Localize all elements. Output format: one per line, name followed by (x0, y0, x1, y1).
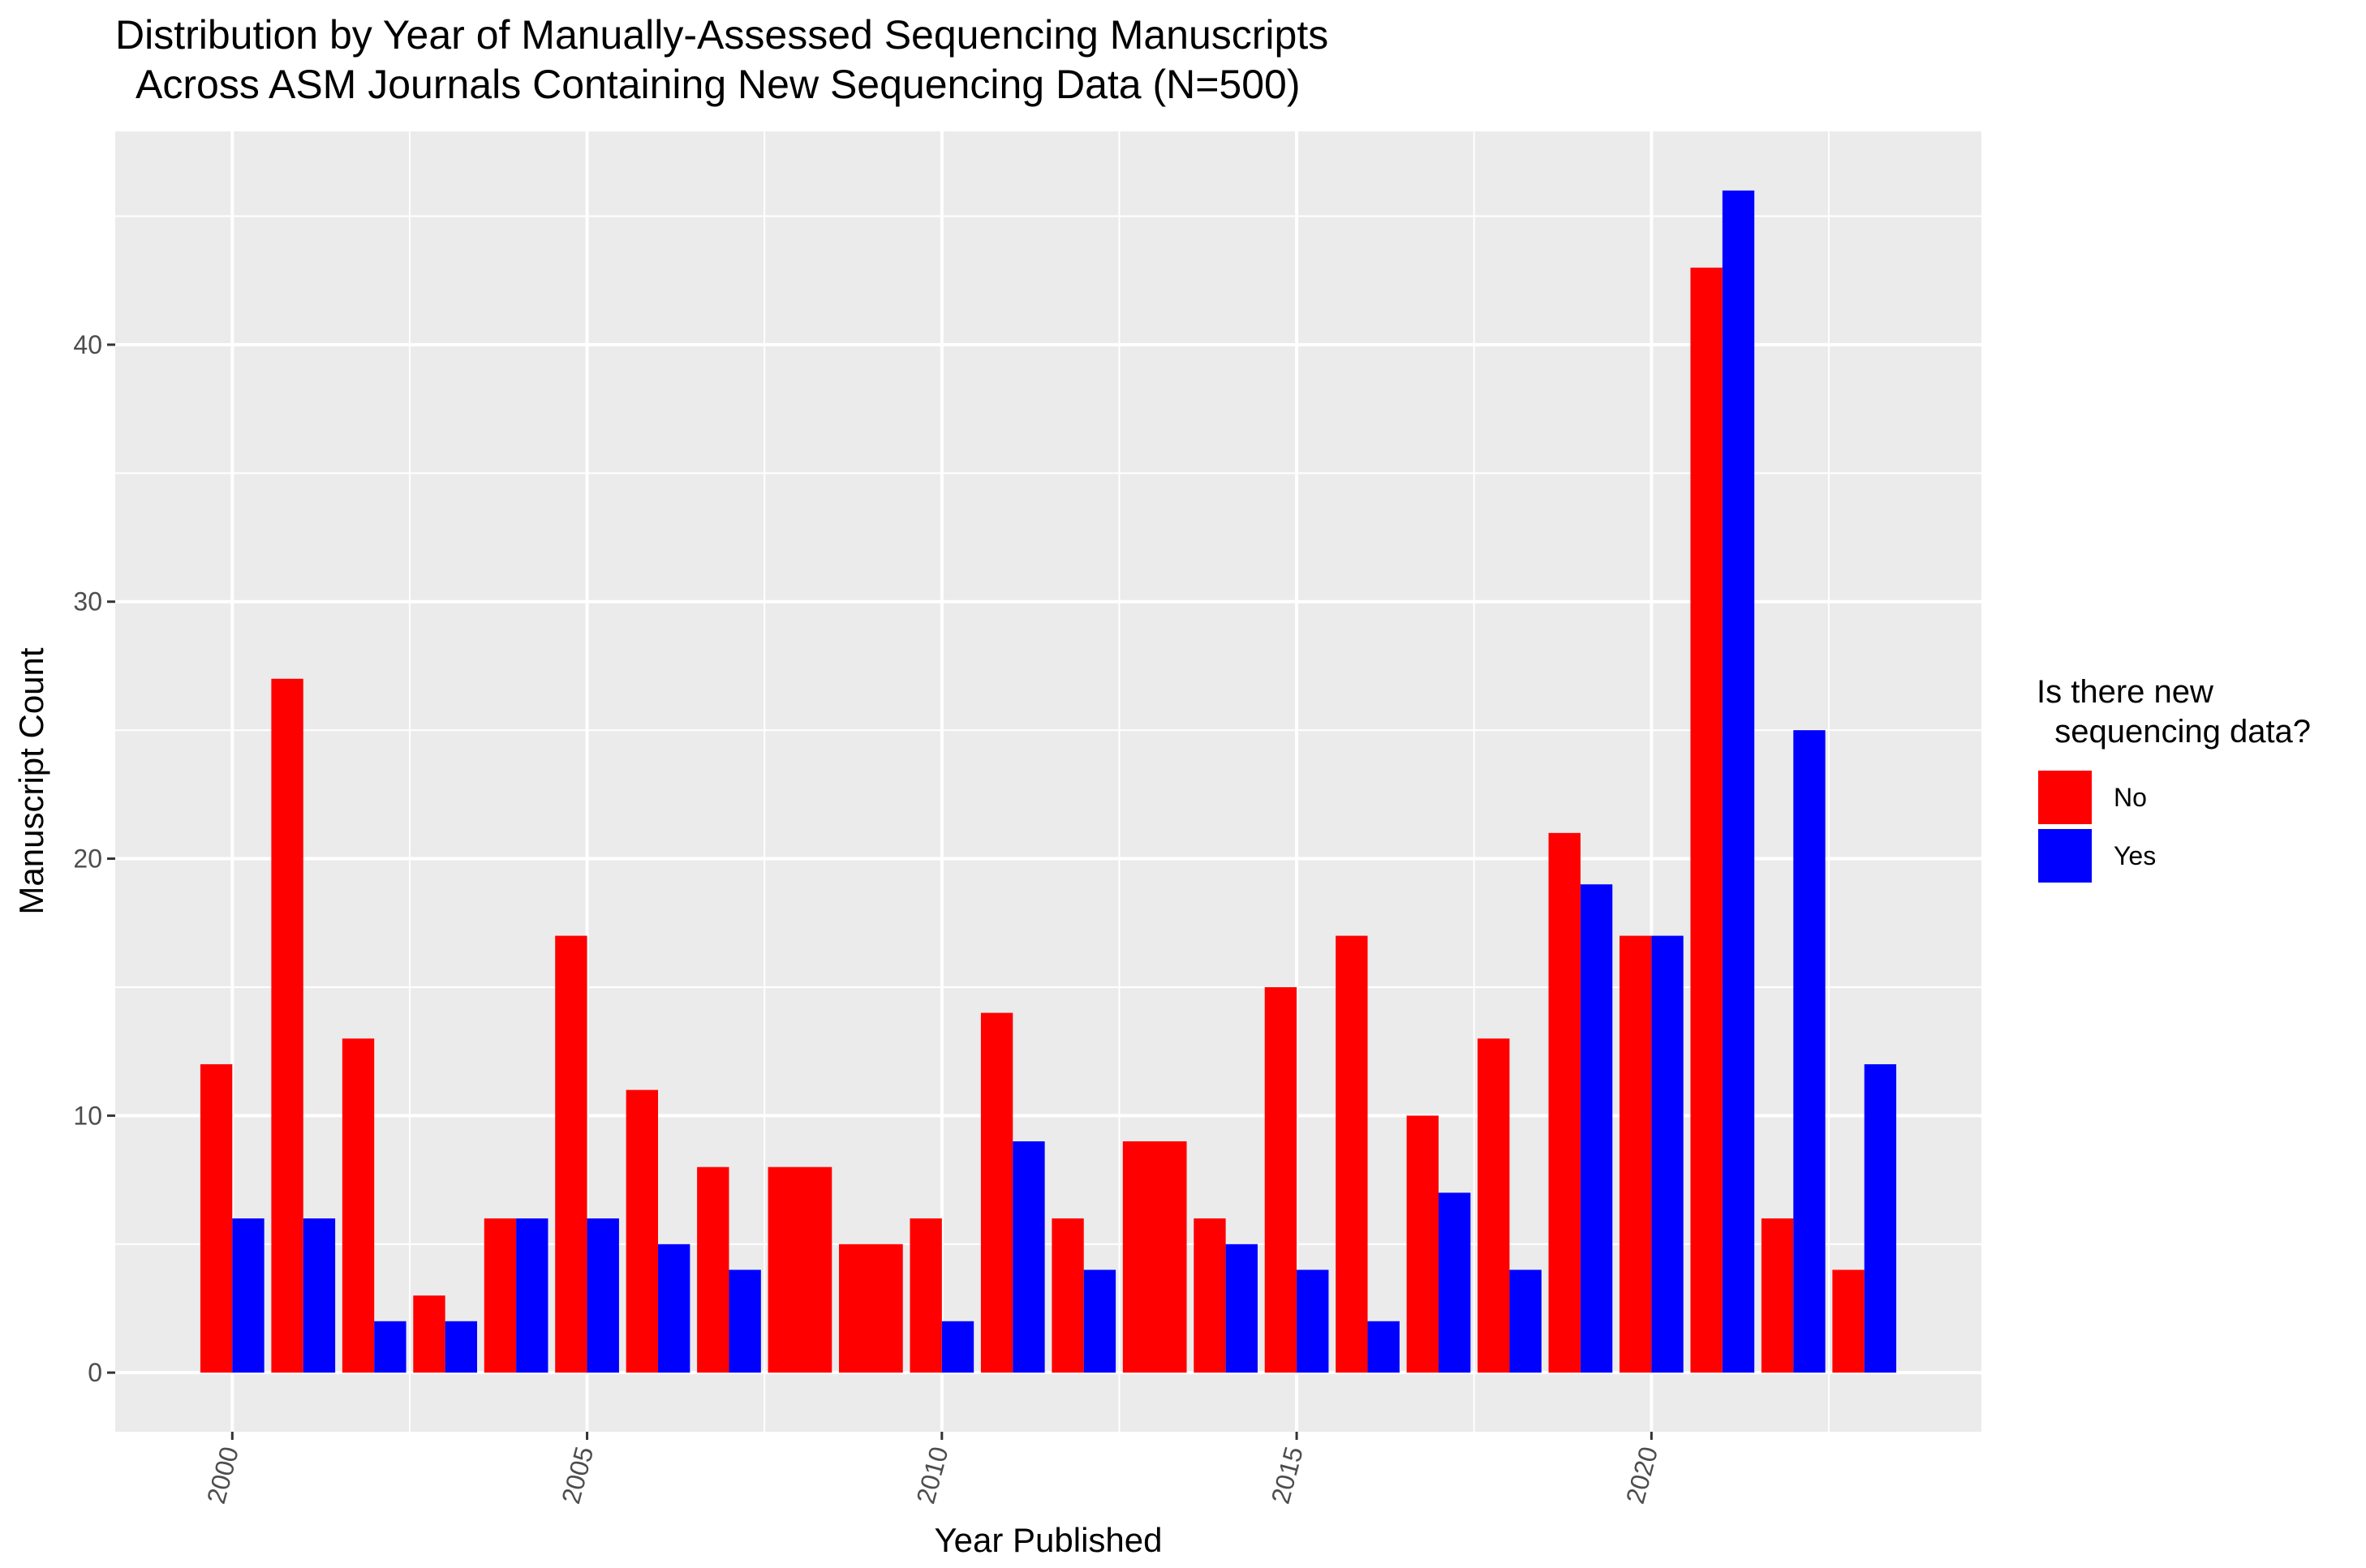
bar-yes (1580, 884, 1613, 1373)
bar-yes (1438, 1192, 1471, 1373)
bar-yes (587, 1218, 619, 1373)
bar-yes (1367, 1321, 1400, 1373)
bar-no (626, 1089, 659, 1373)
bar-no (342, 1038, 375, 1373)
bar-yes (374, 1321, 407, 1373)
bar-no (1406, 1115, 1439, 1373)
bar-no (1336, 935, 1368, 1373)
bar-no (1832, 1269, 1865, 1373)
x-axis-title: Year Published (935, 1521, 1163, 1559)
bar-yes (445, 1321, 478, 1373)
bar-yes (1083, 1269, 1116, 1373)
x-tick-label: 2000 (201, 1443, 244, 1506)
x-tick-label: 2010 (910, 1443, 953, 1506)
minor-gridlines (115, 131, 1981, 1432)
bar-no (484, 1218, 517, 1373)
y-tick-label: 30 (73, 587, 102, 616)
bar-yes (1864, 1063, 1897, 1373)
bar-no (980, 1012, 1013, 1373)
bar-no (1194, 1218, 1226, 1373)
bar-no (1761, 1218, 1794, 1373)
bar-no (1690, 267, 1723, 1373)
chart-subtitle: Across ASM Journals Containing New Seque… (115, 62, 1301, 107)
legend: Is there new sequencing data? No Yes (2037, 674, 2311, 883)
bar-no (555, 935, 587, 1373)
x-tick-label: 2015 (1266, 1443, 1309, 1506)
y-axis-title: Manuscript Count (12, 647, 50, 914)
y-tick-label: 40 (73, 330, 102, 359)
bar-yes (232, 1218, 265, 1373)
legend-title-line1: Is there new (2037, 674, 2213, 710)
axis-ticks (107, 343, 1653, 1440)
legend-label-no: No (2114, 783, 2147, 812)
x-tick-label: 2005 (556, 1443, 599, 1506)
bar-no (271, 678, 303, 1373)
bar-yes (658, 1244, 690, 1373)
legend-key-no (2038, 771, 2092, 824)
y-tick-label: 10 (73, 1101, 102, 1130)
bar-yes (1013, 1141, 1045, 1373)
bar-yes (941, 1321, 974, 1373)
bar-yes (1509, 1269, 1542, 1373)
bar-no (1052, 1218, 1084, 1373)
legend-label-yes: Yes (2114, 841, 2156, 870)
bar-no (697, 1166, 729, 1373)
y-tick-label: 0 (88, 1358, 102, 1387)
bar-no (839, 1244, 903, 1373)
bar-no (1264, 986, 1297, 1373)
bar-yes (303, 1218, 336, 1373)
bar-yes (1225, 1244, 1258, 1373)
y-tick-label: 20 (73, 844, 102, 874)
bar-yes (1651, 935, 1684, 1373)
bar-yes (729, 1269, 761, 1373)
bar-yes (1793, 730, 1826, 1373)
bar-no (910, 1218, 942, 1373)
bar-no (413, 1295, 445, 1373)
bar-no (1478, 1038, 1510, 1373)
bars (200, 190, 1897, 1373)
x-tick-label: 2020 (1620, 1443, 1663, 1506)
bar-no (1619, 935, 1652, 1373)
bar-no (768, 1166, 832, 1373)
bar-yes (1297, 1269, 1329, 1373)
legend-title-line2: sequencing data? (2037, 714, 2311, 750)
bar-no (1122, 1141, 1187, 1373)
bar-yes (516, 1218, 548, 1373)
bar-yes (1722, 190, 1755, 1373)
bar-no (1548, 832, 1581, 1373)
legend-key-yes (2038, 829, 2092, 883)
y-tick-labels: 0 10 20 30 40 (73, 330, 102, 1387)
bar-no (200, 1063, 233, 1373)
chart-title: Distribution by Year of Manually-Assesse… (115, 12, 1328, 58)
x-tick-labels: 2000 2005 2010 2015 2020 (201, 1443, 1663, 1506)
